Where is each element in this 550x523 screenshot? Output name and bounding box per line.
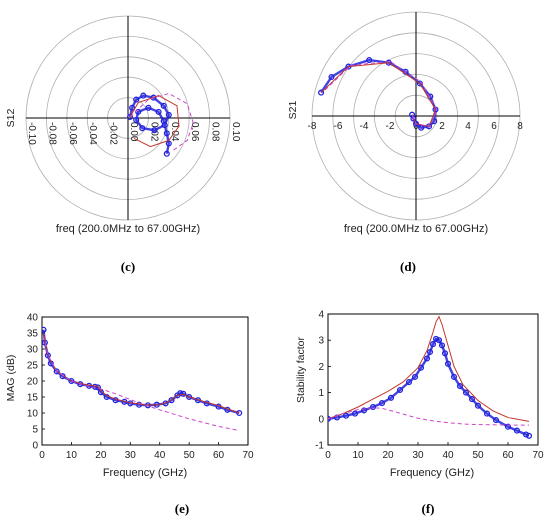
panel-e-ylabel: MAG (dB) [5,355,17,402]
panel-e-y-tick-label: 15 [27,393,39,404]
panel-d-ylabel: S21 [287,101,299,120]
panel-f-measured-point [405,379,413,386]
panel-c-tick-label: 0.00 [128,122,139,142]
panel-c-smith-s12: S12 freq (200.0MHz to 67.00GHz) (c) -0.1… [5,15,241,274]
panel-e-plot-area [41,316,249,446]
panel-c-tick-label: -0.08 [46,122,57,145]
panel-c-tick-label: 0.08 [210,122,221,142]
panel-d-tick-label: -6 [334,121,343,132]
panel-c-ylabel: S12 [5,109,17,128]
panel-f-xlabel: Frequency (GHz) [390,467,474,479]
panel-c-tick-label: -0.04 [87,122,98,145]
panel-c-measured-line [128,94,171,154]
panel-f-x-tick-label: 0 [325,450,331,461]
panel-e-y-tick-label: 20 [27,377,39,388]
panel-d-tick-label: 8 [517,121,523,132]
panel-f-measured-point [456,383,464,390]
panel-f-x-tick-label: 50 [472,450,484,461]
panel-c-series-group [126,92,194,157]
panel-e-x-tick-label: 10 [66,450,78,461]
panel-f-x-tick-label: 60 [502,450,514,461]
panel-f-measured-point [468,396,476,403]
panel-f-x-tick-label: 10 [352,450,364,461]
panel-e-mag-chart: MAG (dB) Frequency (GHz) (e) 0 10 20 30 40 50… [5,313,254,517]
panel-e-y-tick-label: 40 [27,313,39,324]
panel-f-dashed-line [328,407,529,426]
panel-e-x-tick-label: 20 [95,450,107,461]
panel-e-y-tick-label: 25 [27,361,39,372]
panel-f-measured-point [417,364,425,371]
panel-f-x-tick-label: 40 [442,450,454,461]
panel-f-y-tick-label: -1 [315,441,324,452]
panel-e-x-tick-label: 60 [213,450,225,461]
panel-e-label: (e) [175,501,189,516]
panel-f-measured-point [474,402,482,409]
panel-f-stability-chart: Stability factor Frequency (GHz) (f) 0 10… [295,310,544,517]
panel-c-tick-label: 0.06 [189,122,200,142]
panel-d-model-line [320,62,437,127]
panel-e-x-tick-label: 70 [242,450,254,461]
panel-f-measured-point [462,389,470,396]
panel-d-tick-label: 6 [491,121,497,132]
panel-d-tick-label: -4 [360,121,369,132]
panel-c-tick-label: -0.10 [26,122,37,145]
panel-d-tick-label: 4 [465,121,471,132]
panel-d-tick-label: -8 [308,121,317,132]
panel-d-dashed-line [324,60,438,127]
panel-e-x-tick-label: 30 [125,450,137,461]
panel-d-measured-point [318,89,325,96]
panel-e-measured-point [53,368,60,375]
panel-d-tick-label: -2 [386,121,395,132]
panel-c-label: (c) [121,259,135,274]
panel-e-x-tick-label: 40 [154,450,166,461]
panel-d-measured-point [328,73,335,81]
panel-e-y-tick-label: 5 [32,425,38,436]
panel-e-y-tick-label: 35 [27,329,39,340]
panel-d-label: (d) [400,259,416,274]
panel-f-series-group [328,315,533,439]
panel-f-y-tick-label: 1 [318,388,324,399]
panel-d-xlabel: freq (200.0MHz to 67.00GHz) [344,223,488,235]
panel-c-xlabel: freq (200.0MHz to 67.00GHz) [56,223,200,235]
panel-c-dashed-line [129,92,194,152]
panel-d-measured-line [320,58,437,129]
panel-e-x-tick-label: 50 [184,450,196,461]
panel-c-tick-label: -0.02 [108,122,119,145]
panel-e-dashed-line [43,336,240,432]
panel-c-tick-label: 0.10 [230,122,241,142]
panel-f-measured-point [387,394,395,401]
panel-c-model-line [129,95,180,148]
panel-f-ylabel: Stability factor [295,337,307,403]
panel-d-tick-label: 2 [439,121,445,132]
panel-f-x-tick-label: 30 [412,450,424,461]
panel-e-y-tick-label: 30 [27,345,39,356]
panel-f-measured-point [483,410,491,417]
panel-f-model-line [328,315,530,422]
panel-f-measured-point [396,386,404,394]
panel-f-measured-point [411,373,419,380]
panel-e-series-group [42,326,243,432]
panel-d-smith-s21: S21 freq (200.0MHz to 67.00GHz) (d) -8 -6… [287,11,523,274]
panel-f-x-tick-label: 20 [382,450,394,461]
panel-e-model-line [43,332,240,414]
panel-e-xlabel: Frequency (GHz) [103,467,187,479]
panel-d-series-group [318,57,439,131]
panel-f-y-tick-label: 3 [318,336,324,347]
panel-e-y-tick-label: 0 [32,441,38,452]
panel-f-y-tick-label: 0 [318,414,324,425]
panel-e-x-tick-label: 0 [39,450,45,461]
panel-e-y-tick-label: 10 [27,409,39,420]
panel-f-label: (f) [422,501,435,516]
panel-c-tick-label: -0.06 [67,122,78,145]
panel-f-x-tick-label: 70 [532,450,544,461]
panel-f-y-tick-label: 2 [318,362,324,373]
panel-f-y-tick-label: 4 [318,310,324,321]
panel-f-measured-line [328,337,530,437]
